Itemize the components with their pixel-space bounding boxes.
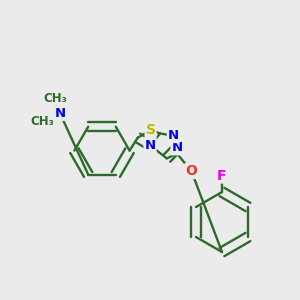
Text: CH₃: CH₃ bbox=[30, 115, 54, 128]
Text: S: S bbox=[146, 123, 156, 137]
Text: O: O bbox=[185, 164, 197, 178]
Text: N: N bbox=[54, 107, 66, 120]
Text: CH₃: CH₃ bbox=[44, 92, 68, 105]
Text: N: N bbox=[168, 129, 179, 142]
Text: N: N bbox=[144, 139, 156, 152]
Text: F: F bbox=[217, 169, 227, 182]
Text: N: N bbox=[171, 141, 183, 154]
